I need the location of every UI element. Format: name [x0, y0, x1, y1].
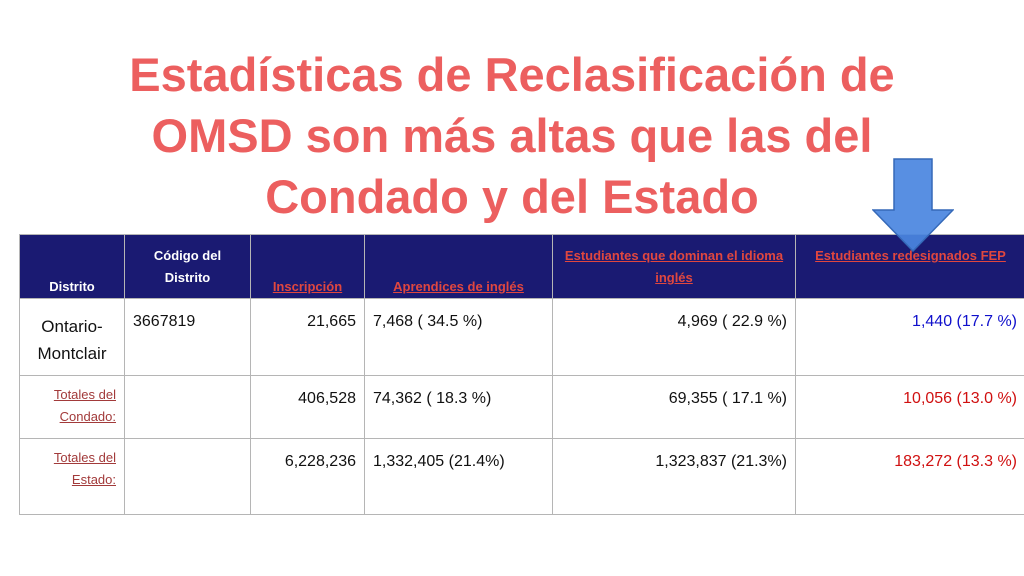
- title-line-2: OMSD son más altas que las del: [151, 109, 873, 162]
- row-district: Ontario-Montclair: [19, 298, 125, 376]
- header-dominan-link[interactable]: Estudiantes que dominan el idioma inglés: [552, 234, 796, 299]
- row-dominan: 4,969 ( 22.9 %): [552, 298, 796, 376]
- row-codigo: 3667819: [124, 298, 251, 376]
- table-row: Ontario-Montclair 3667819 21,665 7,468 (…: [19, 298, 1024, 376]
- row-redesignados: 10,056 (13.0 %): [795, 375, 1024, 439]
- row-inscripcion: 21,665: [250, 298, 365, 376]
- row-redesignados: 183,272 (13.3 %): [795, 438, 1024, 515]
- header-distrito: Distrito: [19, 234, 125, 299]
- row-aprendices: 1,332,405 (21.4%): [364, 438, 553, 515]
- header-aprendices-link[interactable]: Aprendices de inglés: [364, 234, 553, 299]
- row-district-link[interactable]: Totales del Estado:: [19, 438, 125, 515]
- row-aprendices: 7,468 ( 34.5 %): [364, 298, 553, 376]
- table-header-row: Distrito Código del Distrito Inscripción…: [19, 234, 1024, 299]
- row-inscripcion: 6,228,236: [250, 438, 365, 515]
- table-row: Totales del Condado: 406,528 74,362 ( 18…: [19, 375, 1024, 439]
- row-district-link[interactable]: Totales del Condado:: [19, 375, 125, 439]
- title-line-3: Condado y del Estado: [265, 170, 759, 223]
- row-dominan: 69,355 ( 17.1 %): [552, 375, 796, 439]
- row-redesignados: 1,440 (17.7 %): [795, 298, 1024, 376]
- header-codigo: Código del Distrito: [124, 234, 251, 299]
- row-inscripcion: 406,528: [250, 375, 365, 439]
- row-codigo: [124, 375, 251, 439]
- row-codigo: [124, 438, 251, 515]
- down-arrow-icon: [872, 158, 954, 252]
- row-aprendices: 74,362 ( 18.3 %): [364, 375, 553, 439]
- title-line-1: Estadísticas de Reclasificación de: [129, 48, 895, 101]
- slide-title: Estadísticas de Reclasificación de OMSD …: [0, 44, 1024, 227]
- table-row: Totales del Estado: 6,228,236 1,332,405 …: [19, 438, 1024, 515]
- statistics-table: Distrito Código del Distrito Inscripción…: [19, 234, 1024, 515]
- row-dominan: 1,323,837 (21.3%): [552, 438, 796, 515]
- header-inscripcion-link[interactable]: Inscripción: [250, 234, 365, 299]
